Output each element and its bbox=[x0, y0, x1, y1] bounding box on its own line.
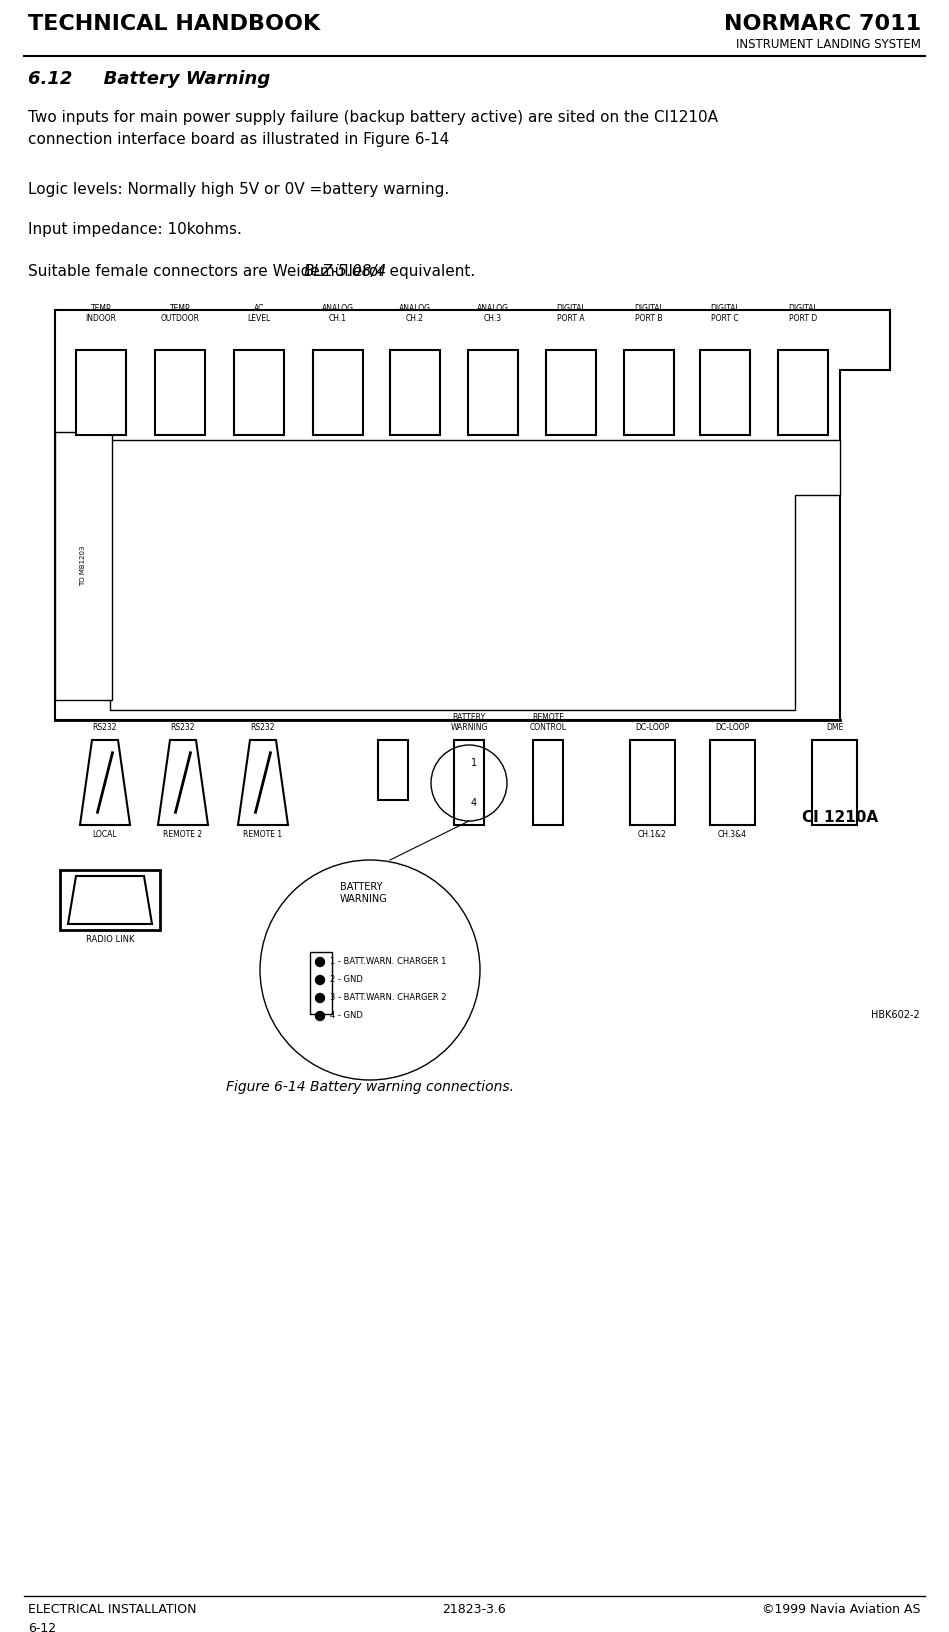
Bar bbox=[468, 349, 518, 436]
Text: or equivalent.: or equivalent. bbox=[364, 264, 475, 279]
Text: INSTRUMENT LANDING SYSTEM: INSTRUMENT LANDING SYSTEM bbox=[736, 38, 921, 51]
Text: CH.1&2: CH.1&2 bbox=[638, 831, 667, 839]
Text: Suitable female connectors are Weidemüller: Suitable female connectors are Weidemüll… bbox=[28, 264, 374, 279]
Text: 4: 4 bbox=[471, 798, 477, 808]
Text: CI 1210A: CI 1210A bbox=[802, 809, 878, 826]
Bar bbox=[378, 739, 408, 800]
Text: DC-LOOP: DC-LOOP bbox=[716, 723, 750, 733]
Polygon shape bbox=[68, 876, 152, 924]
Bar bbox=[546, 349, 596, 436]
Text: RS232: RS232 bbox=[93, 723, 118, 733]
Bar bbox=[310, 951, 332, 1013]
Text: Logic levels: Normally high 5V or 0V =battery warning.: Logic levels: Normally high 5V or 0V =ba… bbox=[28, 183, 449, 197]
Bar bbox=[55, 432, 112, 700]
Text: Input impedance: 10kohms.: Input impedance: 10kohms. bbox=[28, 222, 242, 237]
Bar bbox=[710, 739, 755, 826]
Text: BLZ-5.08/4: BLZ-5.08/4 bbox=[304, 264, 387, 279]
Text: TECHNICAL HANDBOOK: TECHNICAL HANDBOOK bbox=[28, 15, 320, 34]
Bar bbox=[60, 870, 160, 930]
Bar bbox=[700, 349, 750, 436]
Bar bbox=[390, 349, 440, 436]
Text: ANALOG
CH.3: ANALOG CH.3 bbox=[477, 304, 509, 323]
Text: HBK602-2: HBK602-2 bbox=[871, 1010, 920, 1020]
Text: RS232: RS232 bbox=[171, 723, 195, 733]
Text: DIGITAL
PORT C: DIGITAL PORT C bbox=[710, 304, 740, 323]
Bar bbox=[76, 349, 126, 436]
Text: DME: DME bbox=[826, 723, 843, 733]
Text: ANALOG
CH.2: ANALOG CH.2 bbox=[399, 304, 431, 323]
Text: 6-12: 6-12 bbox=[28, 1622, 56, 1632]
Text: REMOTE 2: REMOTE 2 bbox=[163, 831, 202, 839]
Text: 1: 1 bbox=[471, 757, 477, 769]
Text: RS232: RS232 bbox=[251, 723, 275, 733]
Text: DIGITAL
PORT D: DIGITAL PORT D bbox=[788, 304, 818, 323]
Text: 2 - GND: 2 - GND bbox=[330, 976, 363, 984]
Text: ©1999 Navia Aviation AS: ©1999 Navia Aviation AS bbox=[762, 1603, 921, 1616]
Text: DC-LOOP: DC-LOOP bbox=[636, 723, 670, 733]
Text: CH.3&4: CH.3&4 bbox=[718, 831, 747, 839]
Text: Figure 6-14 Battery warning connections.: Figure 6-14 Battery warning connections. bbox=[226, 1080, 514, 1093]
Polygon shape bbox=[158, 739, 208, 826]
Text: BATTERY
WARNING: BATTERY WARNING bbox=[340, 881, 388, 904]
Text: 6.12     Battery Warning: 6.12 Battery Warning bbox=[28, 70, 270, 88]
Text: DIGITAL
PORT A: DIGITAL PORT A bbox=[556, 304, 586, 323]
Polygon shape bbox=[55, 310, 890, 720]
Bar bbox=[234, 349, 284, 436]
Text: BATTERY
WARNING: BATTERY WARNING bbox=[451, 713, 488, 733]
Circle shape bbox=[315, 976, 325, 984]
Bar bbox=[778, 349, 828, 436]
Bar bbox=[812, 739, 857, 826]
Text: 4 - GND: 4 - GND bbox=[330, 1012, 363, 1020]
Polygon shape bbox=[110, 441, 840, 710]
Text: ANALOG
CH.1: ANALOG CH.1 bbox=[322, 304, 354, 323]
Text: RADIO LINK: RADIO LINK bbox=[85, 935, 134, 943]
Bar bbox=[630, 739, 675, 826]
Text: DIGITAL
PORT B: DIGITAL PORT B bbox=[634, 304, 664, 323]
Circle shape bbox=[315, 958, 325, 966]
Text: 21823-3.6: 21823-3.6 bbox=[442, 1603, 506, 1616]
Bar bbox=[313, 349, 363, 436]
Text: LOCAL: LOCAL bbox=[93, 831, 118, 839]
Circle shape bbox=[315, 994, 325, 1002]
Text: NORMARC 7011: NORMARC 7011 bbox=[724, 15, 921, 34]
Text: REMOTE 1: REMOTE 1 bbox=[244, 831, 283, 839]
Text: Two inputs for main power supply failure (backup battery active) are sited on th: Two inputs for main power supply failure… bbox=[28, 109, 718, 147]
Text: 1 - BATT.WARN. CHARGER 1: 1 - BATT.WARN. CHARGER 1 bbox=[330, 958, 446, 966]
Bar bbox=[533, 739, 563, 826]
Text: AC
LEVEL: AC LEVEL bbox=[248, 304, 270, 323]
Text: REMOTE
CONTROL: REMOTE CONTROL bbox=[530, 713, 567, 733]
Text: TEMP
OUTDOOR: TEMP OUTDOOR bbox=[160, 304, 199, 323]
Circle shape bbox=[315, 1012, 325, 1020]
Text: TEMP
INDOOR: TEMP INDOOR bbox=[85, 304, 117, 323]
Bar bbox=[454, 739, 484, 826]
Bar bbox=[624, 349, 674, 436]
Text: 3 - BATT.WARN. CHARGER 2: 3 - BATT.WARN. CHARGER 2 bbox=[330, 994, 446, 1002]
Text: TO MB1203: TO MB1203 bbox=[80, 545, 86, 586]
Text: ELECTRICAL INSTALLATION: ELECTRICAL INSTALLATION bbox=[28, 1603, 196, 1616]
Polygon shape bbox=[80, 739, 130, 826]
Polygon shape bbox=[238, 739, 288, 826]
Bar bbox=[155, 349, 205, 436]
